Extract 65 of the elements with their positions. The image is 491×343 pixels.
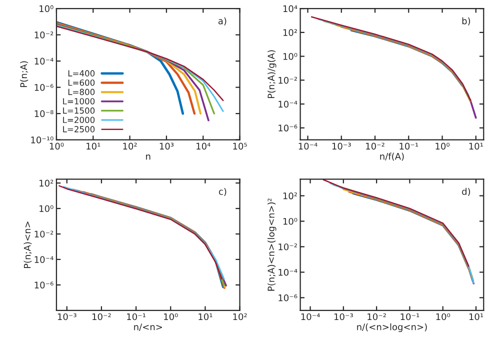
- annotation: c): [218, 188, 226, 196]
- x-tick-label: 10⁵: [233, 142, 247, 150]
- y-tick-label: 10⁻⁴: [34, 58, 54, 65]
- y-tick-label: 10⁻²: [34, 230, 54, 238]
- y-tick-label: 10⁰: [283, 218, 298, 225]
- x-tick-label: 10⁻²: [366, 142, 384, 150]
- x-tick-label: 10⁻²: [368, 313, 386, 320]
- y-tick-label: 10²: [283, 192, 297, 200]
- y-tick-label: 10⁰: [283, 53, 298, 60]
- y-tick-label: 10⁴: [283, 5, 298, 12]
- y-tick-label: 10⁻²: [34, 32, 54, 38]
- x-tick-label: 10¹: [86, 142, 100, 150]
- x-tick-label: 10¹: [198, 313, 212, 320]
- x-axis-title: n/f(A): [380, 152, 404, 161]
- x-tick-label: 10⁻³: [58, 313, 76, 320]
- annotation: d): [462, 188, 470, 196]
- x-tick-label: 10⁻¹: [400, 142, 418, 150]
- y-tick-label: 10⁻¹⁰: [31, 136, 54, 144]
- x-tick-label: 10²: [233, 313, 247, 320]
- y-axis-title: P(n;A)<n>(log<n>)²: [268, 198, 276, 291]
- annotation: a): [218, 17, 226, 26]
- y-tick-label: 10²: [283, 29, 297, 36]
- legend-label: L=1500: [63, 107, 95, 114]
- y-tick-label: 10⁻⁶: [278, 294, 298, 302]
- y-tick-label: 10⁰: [40, 205, 54, 212]
- x-axis-title: n: [146, 154, 150, 160]
- x-tick-label: 10⁰: [164, 313, 178, 320]
- x-axis-title: n/(<n>log<n>): [357, 323, 427, 332]
- legend-label: L=400: [68, 70, 95, 76]
- y-axis-title: P(n;A)/g(A): [268, 50, 276, 98]
- annotation: b): [462, 17, 470, 26]
- x-tick-label: 10⁰: [436, 313, 450, 320]
- x-tick-label: 10⁻³: [334, 313, 353, 320]
- y-tick-label: 10⁻⁶: [34, 282, 54, 288]
- legend-label: L=600: [68, 79, 95, 86]
- legend-label: L=2500: [63, 126, 95, 132]
- y-tick-label: 10⁻²: [278, 76, 297, 84]
- x-tick-label: 10⁻⁴: [301, 313, 320, 320]
- x-tick-label: 10⁰: [436, 142, 450, 150]
- x-tick-label: 10⁻¹: [400, 313, 420, 320]
- x-tick-label: 10³: [160, 142, 174, 150]
- y-tick-label: 10⁻⁸: [34, 110, 54, 118]
- y-tick-label: 10⁻⁶: [278, 124, 298, 132]
- x-tick-label: 10⁻⁴: [298, 142, 318, 150]
- y-axis-title: P(n;A)<n>: [24, 222, 32, 268]
- y-tick-label: 10⁻⁴: [278, 100, 298, 108]
- x-tick-label: 10⁰: [50, 142, 64, 150]
- legend-label: L=2000: [63, 116, 95, 124]
- legend-label: L=1000: [63, 98, 95, 104]
- y-tick-label: 10⁰: [40, 5, 54, 12]
- x-tick-label: 10¹: [469, 142, 483, 150]
- x-tick-label: 10⁻²: [92, 313, 111, 320]
- x-tick-label: 10¹: [469, 313, 484, 320]
- y-tick-label: 10⁻²: [278, 243, 297, 250]
- x-axis-title: n/<n>: [134, 324, 162, 332]
- y-tick-label: 10⁻⁶: [34, 84, 54, 91]
- x-tick-label: 10⁻¹: [127, 313, 146, 320]
- y-tick-label: 10⁻⁴: [34, 256, 54, 264]
- x-tick-label: 10⁴: [196, 142, 210, 150]
- y-axis-title: P(n;A): [20, 61, 28, 88]
- y-tick-label: 10⁻⁴: [278, 268, 298, 276]
- x-tick-label: 10⁻³: [332, 142, 351, 150]
- y-tick-label: 10²: [40, 180, 54, 187]
- x-tick-label: 10²: [123, 142, 137, 150]
- legend-label: L=800: [68, 88, 95, 96]
